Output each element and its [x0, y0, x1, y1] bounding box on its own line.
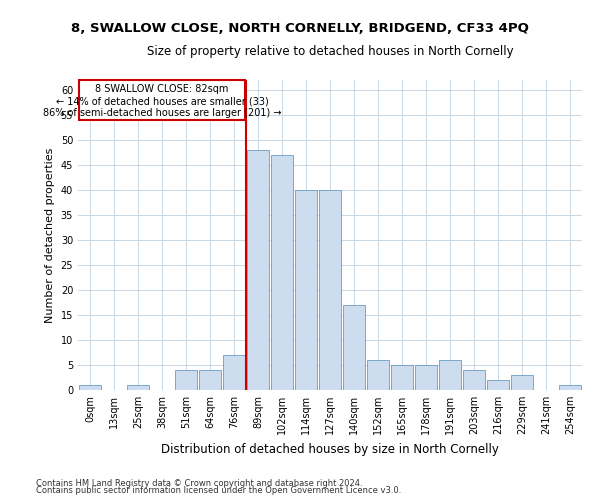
Bar: [439, 360, 461, 390]
Bar: [79, 385, 101, 390]
FancyBboxPatch shape: [79, 80, 245, 120]
Bar: [391, 365, 413, 390]
Bar: [319, 190, 341, 390]
Bar: [559, 385, 581, 390]
Bar: [463, 370, 485, 390]
Bar: [511, 375, 533, 390]
Bar: [415, 365, 437, 390]
Text: Contains public sector information licensed under the Open Government Licence v3: Contains public sector information licen…: [36, 486, 401, 495]
Text: ← 14% of detached houses are smaller (33): ← 14% of detached houses are smaller (33…: [56, 96, 268, 106]
Text: 86% of semi-detached houses are larger (201) →: 86% of semi-detached houses are larger (…: [43, 108, 281, 118]
Text: 8, SWALLOW CLOSE, NORTH CORNELLY, BRIDGEND, CF33 4PQ: 8, SWALLOW CLOSE, NORTH CORNELLY, BRIDGE…: [71, 22, 529, 36]
Bar: [247, 150, 269, 390]
Bar: [343, 305, 365, 390]
Bar: [271, 155, 293, 390]
Bar: [199, 370, 221, 390]
Bar: [487, 380, 509, 390]
Text: 8 SWALLOW CLOSE: 82sqm: 8 SWALLOW CLOSE: 82sqm: [95, 84, 229, 94]
Bar: [175, 370, 197, 390]
X-axis label: Distribution of detached houses by size in North Cornelly: Distribution of detached houses by size …: [161, 442, 499, 456]
Bar: [295, 190, 317, 390]
Text: Contains HM Land Registry data © Crown copyright and database right 2024.: Contains HM Land Registry data © Crown c…: [36, 478, 362, 488]
Y-axis label: Number of detached properties: Number of detached properties: [45, 148, 55, 322]
Bar: [223, 355, 245, 390]
Bar: [367, 360, 389, 390]
Title: Size of property relative to detached houses in North Cornelly: Size of property relative to detached ho…: [146, 45, 514, 58]
Bar: [127, 385, 149, 390]
